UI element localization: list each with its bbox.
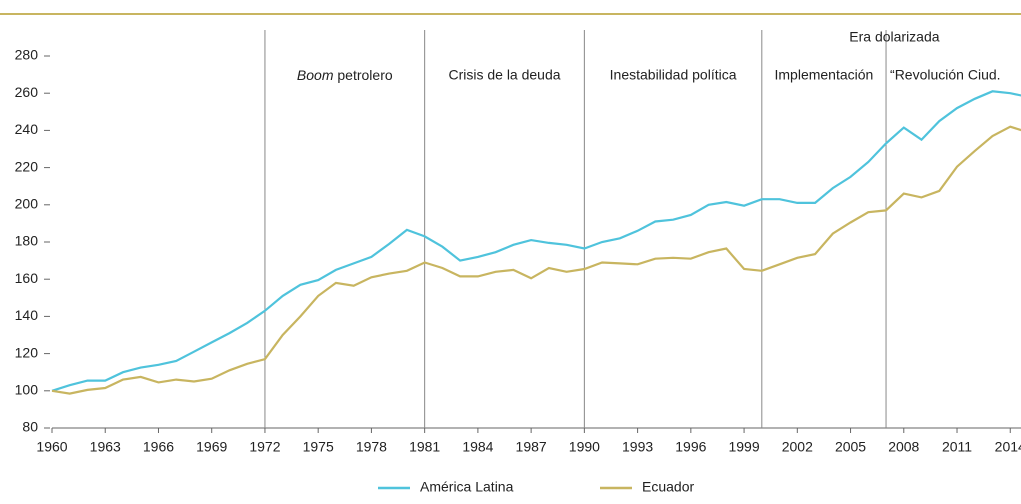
x-tick-label: 1975 bbox=[303, 439, 334, 455]
period-label: Inestabilidad política bbox=[610, 67, 737, 83]
period-text: petrolero bbox=[334, 67, 393, 83]
y-tick-label: 160 bbox=[15, 270, 39, 286]
x-tick-label: 1978 bbox=[356, 439, 387, 455]
x-tick-label: 1987 bbox=[516, 439, 547, 455]
period-label: Boom petrolero bbox=[297, 67, 393, 83]
x-tick-label: 1999 bbox=[728, 439, 759, 455]
y-tick-label: 200 bbox=[15, 196, 39, 212]
x-tick-label: 1993 bbox=[622, 439, 653, 455]
x-tick-label: 2002 bbox=[782, 439, 813, 455]
period-emphasis: Boom bbox=[297, 67, 334, 83]
legend-label: América Latina bbox=[420, 479, 514, 495]
y-tick-label: 120 bbox=[15, 344, 39, 360]
era-label: Era dolarizada bbox=[849, 29, 939, 45]
x-tick-label: 1984 bbox=[462, 439, 493, 455]
y-tick-label: 240 bbox=[15, 121, 39, 137]
period-label: Crisis de la deuda bbox=[448, 67, 560, 83]
x-tick-label: 1960 bbox=[36, 439, 67, 455]
series-line bbox=[51, 90, 1021, 392]
y-tick-label: 220 bbox=[15, 158, 39, 174]
x-tick-label: 1996 bbox=[675, 439, 706, 455]
y-tick-label: 100 bbox=[15, 382, 39, 398]
series-line bbox=[51, 125, 1021, 395]
x-tick-label: 2005 bbox=[835, 439, 866, 455]
y-tick-label: 280 bbox=[15, 47, 39, 63]
x-tick-label: 1963 bbox=[90, 439, 121, 455]
y-tick-label: 80 bbox=[22, 419, 38, 435]
y-tick-label: 140 bbox=[15, 307, 39, 323]
x-tick-label: 1972 bbox=[249, 439, 280, 455]
legend-label: Ecuador bbox=[642, 479, 694, 495]
x-tick-label: 1990 bbox=[569, 439, 600, 455]
period-label: Implementación bbox=[775, 67, 874, 83]
x-tick-label: 1969 bbox=[196, 439, 227, 455]
x-tick-label: 2008 bbox=[888, 439, 919, 455]
x-tick-label: 2011 bbox=[942, 439, 972, 455]
y-tick-label: 180 bbox=[15, 233, 39, 249]
x-tick-label: 1966 bbox=[143, 439, 174, 455]
period-label: “Revolución Ciud. bbox=[890, 67, 1001, 83]
x-tick-label: 1981 bbox=[409, 439, 440, 455]
y-tick-label: 260 bbox=[15, 84, 39, 100]
